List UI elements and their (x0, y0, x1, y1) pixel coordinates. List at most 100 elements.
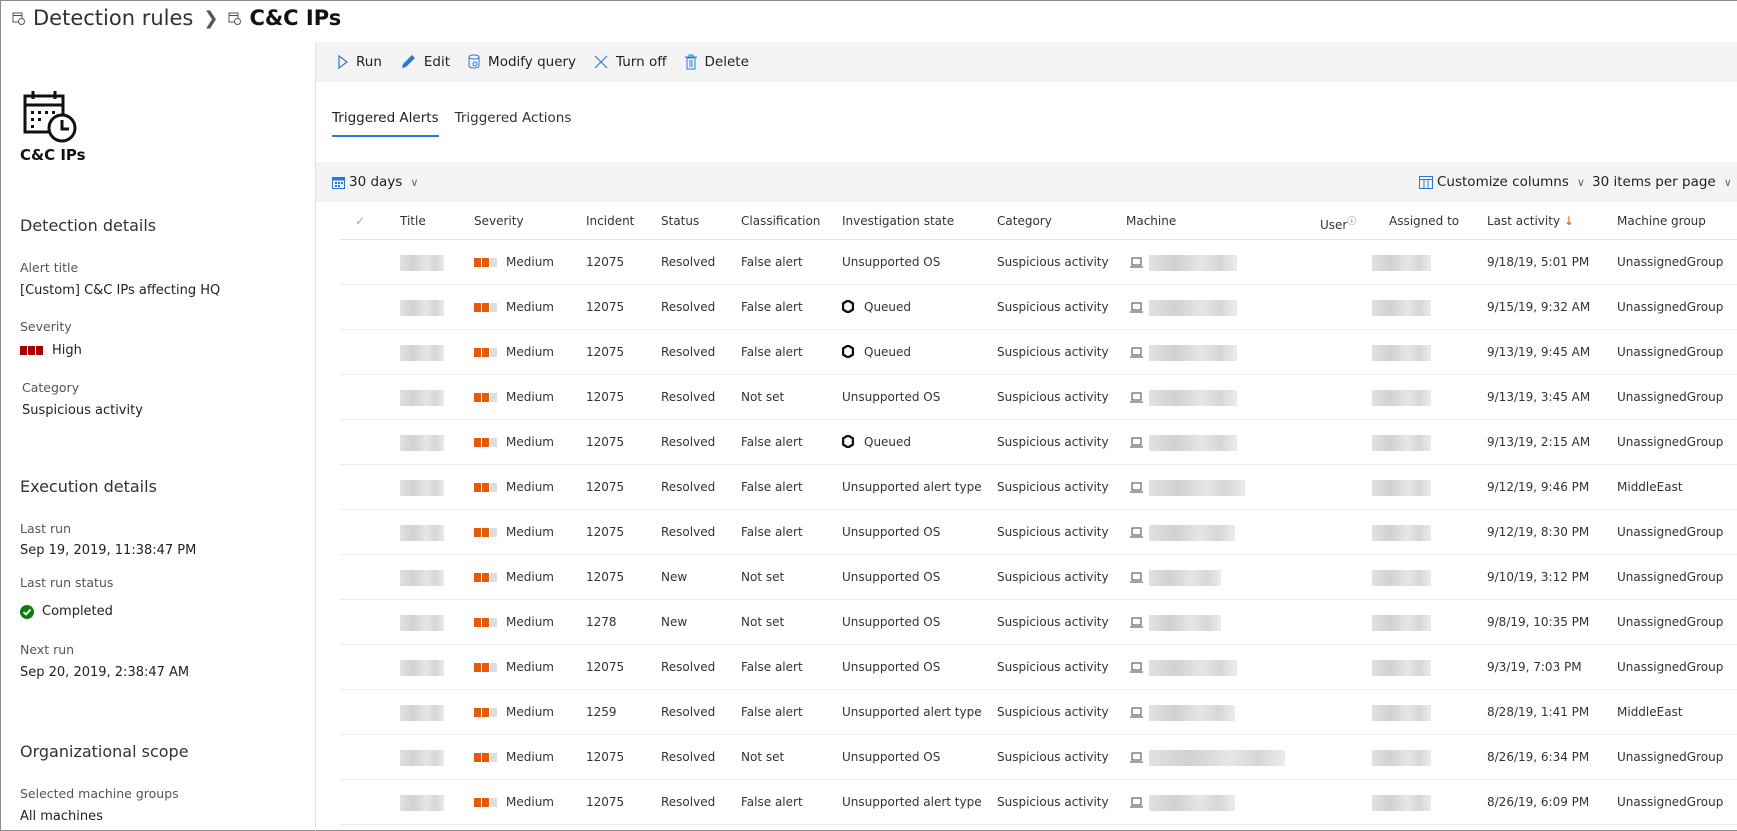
redacted-title[interactable] (400, 660, 444, 676)
investigation-state[interactable]: Queued (841, 344, 911, 359)
investigation-state[interactable]: Queued (841, 434, 911, 449)
incident-link[interactable]: 12075 (586, 255, 625, 269)
incident-link[interactable]: 12075 (586, 435, 625, 449)
incident-link[interactable]: 12075 (586, 750, 625, 764)
delete-button[interactable]: Delete (684, 54, 749, 70)
investigation-state: Unsupported alert type (842, 795, 982, 809)
table-row[interactable]: Medium 12075 Resolved False alert Queued… (340, 330, 1737, 375)
redacted-title[interactable] (400, 390, 444, 406)
column-header-classification[interactable]: Classification (741, 214, 821, 228)
tab-triggered-alerts[interactable]: Triggered Alerts (332, 110, 439, 137)
table-row[interactable]: Medium 1259 Resolved False alert Unsuppo… (340, 690, 1737, 735)
incident-link[interactable]: 1259 (586, 705, 617, 719)
redacted-machine[interactable] (1149, 795, 1235, 811)
queued-icon (841, 434, 855, 449)
laptop-icon (1130, 347, 1143, 358)
redacted-title[interactable] (400, 615, 444, 631)
redacted-title[interactable] (400, 795, 444, 811)
redacted-machine[interactable] (1149, 390, 1237, 406)
run-button[interactable]: Run (338, 54, 382, 70)
column-header-status[interactable]: Status (661, 214, 700, 228)
redacted-title[interactable] (400, 300, 444, 316)
severity-medium-icon (474, 303, 498, 312)
redacted-machine[interactable] (1149, 345, 1237, 361)
redacted-title[interactable] (400, 750, 444, 766)
redacted-machine[interactable] (1149, 300, 1237, 316)
column-header-title[interactable]: Title (400, 214, 426, 228)
table-row[interactable]: Medium 12075 Resolved Not set Unsupporte… (340, 375, 1737, 420)
redacted-machine[interactable] (1149, 255, 1237, 271)
last-run-status-value: Completed (20, 604, 113, 619)
incident-link[interactable]: 12075 (586, 660, 625, 674)
table-row[interactable]: Medium 12075 Resolved False alert Queued… (340, 420, 1737, 465)
column-header-assigned-to[interactable]: Assigned to (1389, 214, 1460, 228)
machine-group-cell: UnassignedGroup (1617, 660, 1724, 674)
severity-cell: Medium (474, 615, 554, 629)
breadcrumb-parent-link[interactable]: Detection rules (33, 6, 194, 30)
incident-link[interactable]: 12075 (586, 345, 625, 359)
classification-cell: False alert (741, 795, 803, 809)
redacted-assigned-to (1372, 570, 1431, 586)
chevron-down-icon: ∨ (410, 175, 419, 189)
table-row[interactable]: Medium 12075 Resolved Not set Unsupporte… (340, 735, 1737, 780)
redacted-title[interactable] (400, 435, 444, 451)
classification-cell: False alert (741, 300, 803, 314)
redacted-title[interactable] (400, 570, 444, 586)
items-per-page-dropdown[interactable]: 30 items per page ∨ (1592, 174, 1732, 190)
incident-link[interactable]: 1278 (586, 615, 617, 629)
redacted-machine[interactable] (1149, 750, 1285, 766)
incident-link[interactable]: 12075 (586, 480, 625, 494)
redacted-title[interactable] (400, 255, 444, 271)
redacted-title[interactable] (400, 480, 444, 496)
incident-link[interactable]: 12075 (586, 570, 625, 584)
classification-cell: Not set (741, 570, 785, 584)
incident-link[interactable]: 12075 (586, 795, 625, 809)
table-row[interactable]: Medium 1278 New Not set Unsupported OS S… (340, 600, 1737, 645)
table-row[interactable]: Medium 12075 Resolved False alert Queued… (340, 285, 1737, 330)
table-row[interactable]: Medium 12075 Resolved False alert Unsupp… (340, 510, 1737, 555)
redacted-machine[interactable] (1149, 705, 1235, 721)
table-row[interactable]: Medium 12075 New Not set Unsupported OS … (340, 555, 1737, 600)
incident-link[interactable]: 12075 (586, 300, 625, 314)
customize-columns-button[interactable]: Customize columns ∨ (1419, 174, 1585, 190)
redacted-machine[interactable] (1149, 615, 1221, 631)
investigation-state[interactable]: Queued (841, 299, 911, 314)
info-icon[interactable]: ⓘ (1347, 217, 1357, 227)
incident-link[interactable]: 12075 (586, 525, 625, 539)
classification-cell: False alert (741, 525, 803, 539)
table-row[interactable]: Medium 12075 Resolved False alert Unsupp… (340, 465, 1737, 510)
severity-medium-icon (474, 573, 498, 582)
column-header-investigation-state[interactable]: Investigation state (842, 214, 955, 228)
machine-group-cell: UnassignedGroup (1617, 570, 1724, 584)
column-header-severity[interactable]: Severity (474, 214, 524, 228)
redacted-title[interactable] (400, 345, 444, 361)
edit-button[interactable]: Edit (400, 54, 450, 70)
turn-off-button[interactable]: Turn off (594, 54, 667, 70)
column-header-last-activity[interactable]: Last activity ↓ (1487, 214, 1574, 228)
redacted-machine[interactable] (1149, 570, 1221, 586)
calendar-icon (332, 176, 345, 189)
redacted-machine[interactable] (1149, 480, 1245, 496)
table-row[interactable]: Medium 12075 Resolved False alert Unsupp… (340, 645, 1737, 690)
modify-query-button[interactable]: Modify query (468, 54, 576, 70)
column-header-machine[interactable]: Machine (1126, 214, 1177, 228)
severity-medium-icon (474, 708, 498, 717)
date-range-dropdown[interactable]: 30 days ∨ (332, 174, 418, 190)
column-header-incident[interactable]: Incident (586, 214, 635, 228)
select-all-checkbox[interactable]: ✓ (355, 214, 366, 228)
redacted-title[interactable] (400, 525, 444, 541)
redacted-machine[interactable] (1149, 660, 1237, 676)
trash-icon (684, 54, 697, 70)
severity-text: High (52, 343, 82, 358)
column-header-category[interactable]: Category (997, 214, 1052, 228)
redacted-machine[interactable] (1149, 435, 1237, 451)
redacted-title[interactable] (400, 705, 444, 721)
column-header-user[interactable]: Userⓘ (1320, 217, 1357, 232)
redacted-machine[interactable] (1149, 525, 1235, 541)
table-row[interactable]: Medium 12075 Resolved False alert Unsupp… (340, 240, 1737, 285)
tab-triggered-actions[interactable]: Triggered Actions (454, 110, 572, 126)
incident-link[interactable]: 12075 (586, 390, 625, 404)
table-row[interactable]: Medium 12075 Resolved False alert Unsupp… (340, 780, 1737, 825)
category-label: Category (22, 380, 80, 395)
column-header-machine-group[interactable]: Machine group (1617, 214, 1706, 228)
